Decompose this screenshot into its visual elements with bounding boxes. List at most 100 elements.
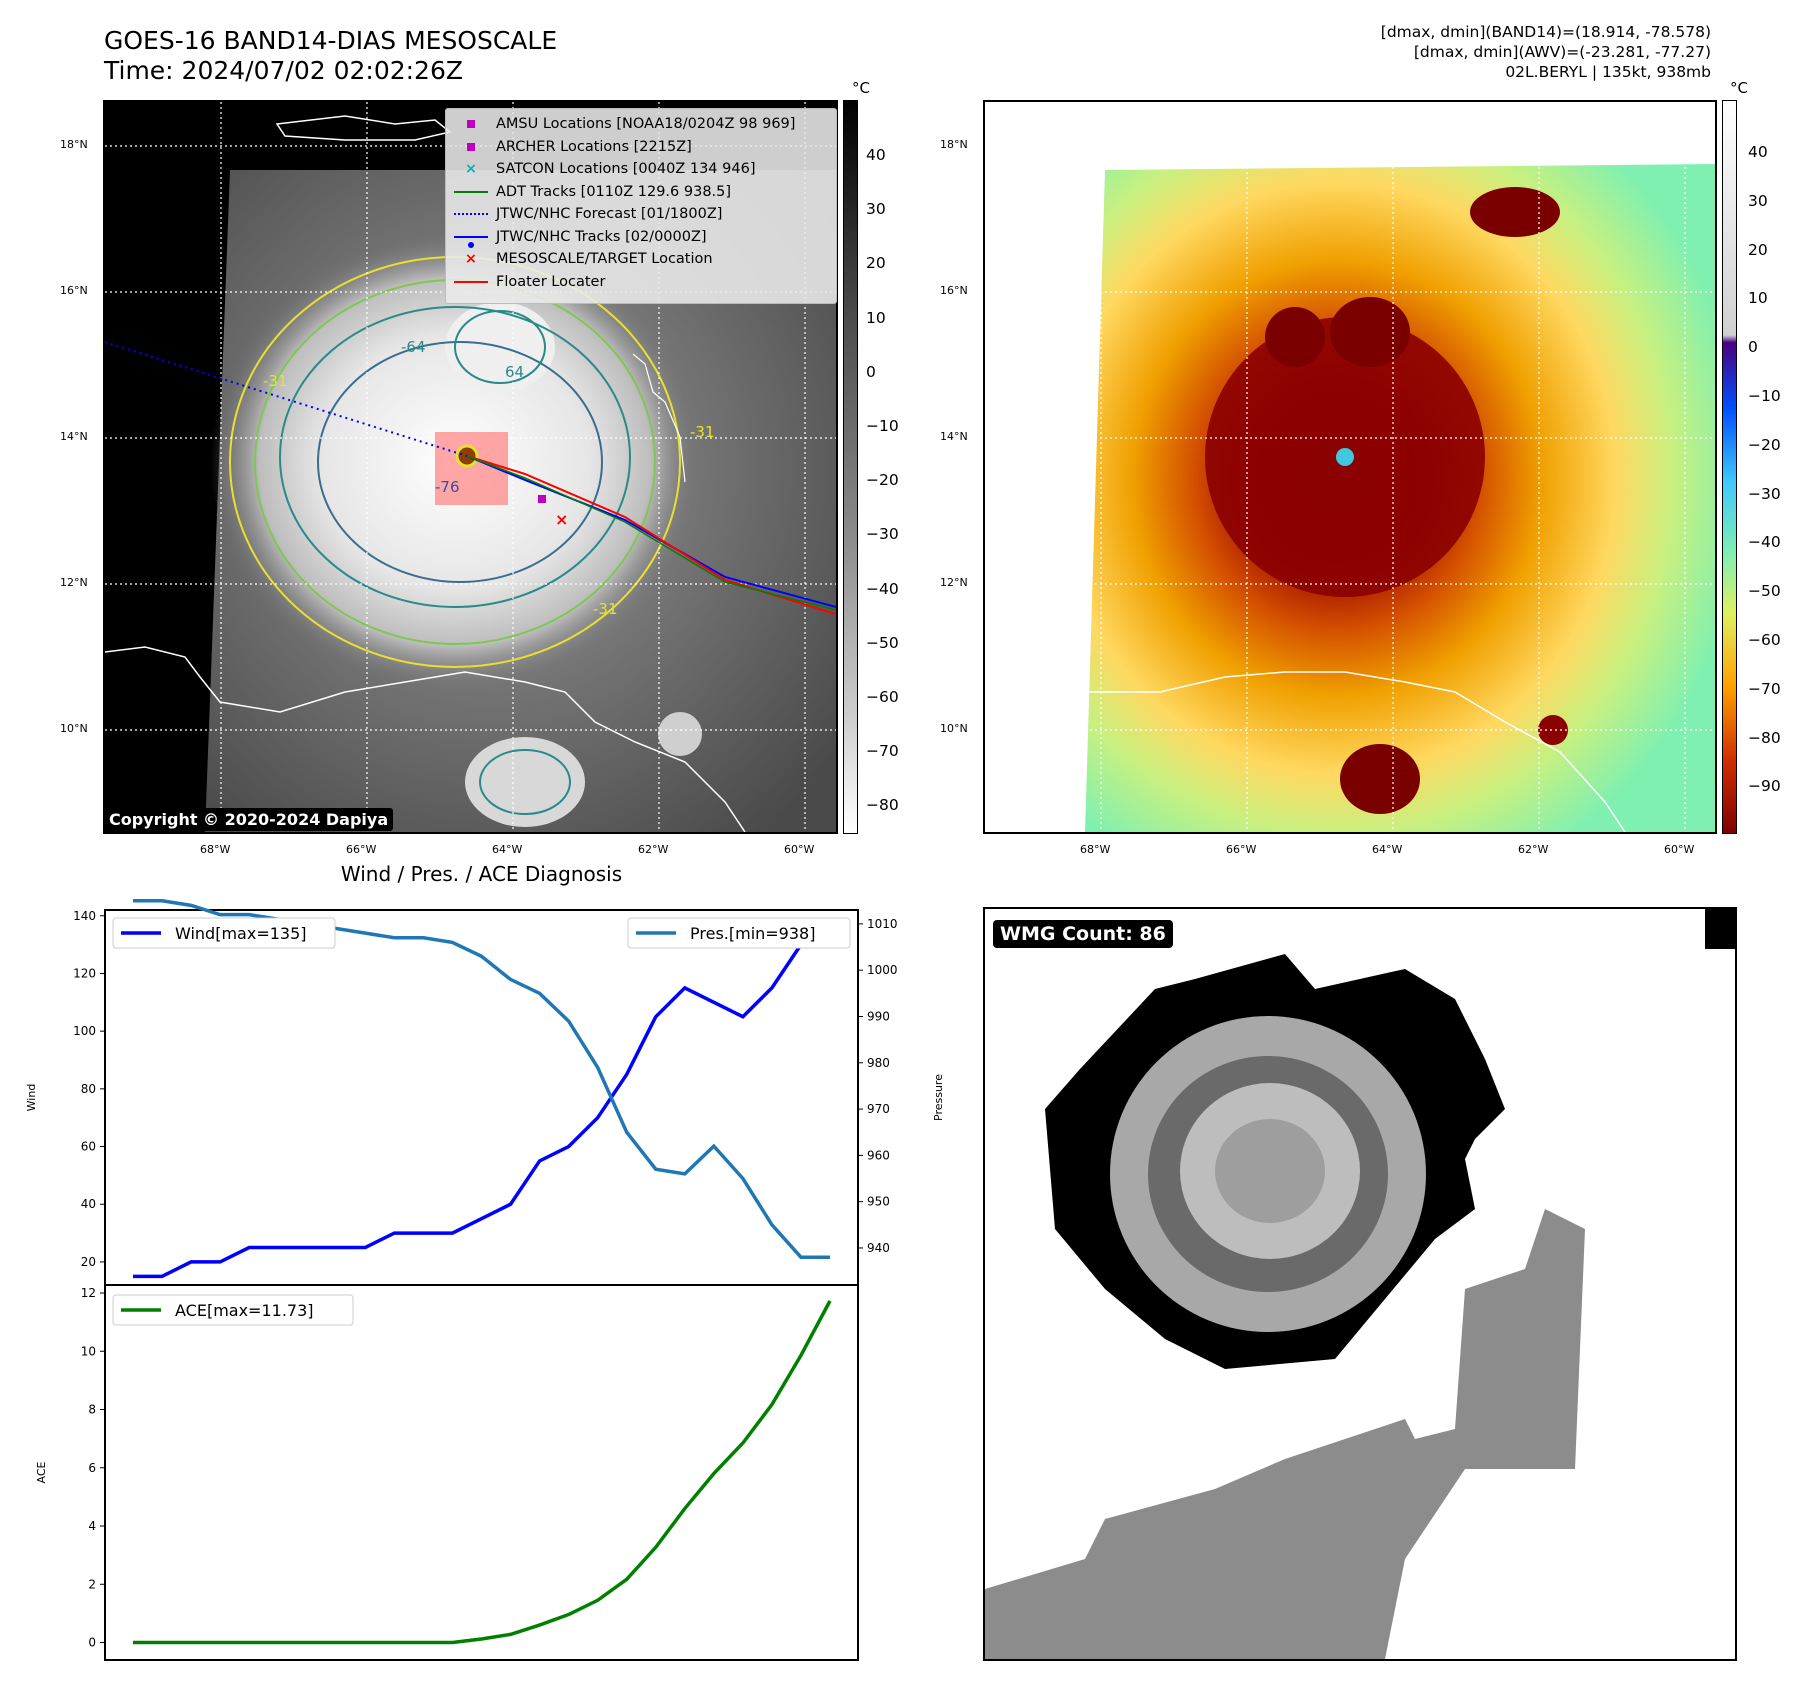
wind-legend-box [112, 917, 336, 949]
colorbar-left-unit: °C [852, 79, 870, 97]
amsu-marker [538, 495, 546, 503]
colorbar-right-tick-label: −30 [1748, 484, 1781, 503]
awv-cell [1538, 715, 1568, 745]
ace-series-line [133, 1300, 832, 1645]
colorbar-left-tick-label: −80 [866, 796, 899, 815]
line-icon [452, 190, 490, 193]
lon-tick: 68°W [1080, 843, 1111, 856]
pressure-tick-label: 950 [867, 1195, 890, 1209]
lat-tick: 18°N [940, 138, 968, 151]
awv-gridlines [985, 102, 1715, 832]
adt-track [466, 455, 836, 611]
wind-tick-label: 60 [81, 1140, 96, 1154]
colorbar-right-tick-label: −90 [1748, 777, 1781, 796]
wmg-land [985, 1209, 1585, 1659]
contour-label-group: -31 -64 -76 -31 64 -31 [263, 338, 715, 618]
colorbar-right-tick-label: 40 [1748, 143, 1768, 161]
contour-label: -64 [401, 338, 426, 356]
lon-tick: 64°W [1372, 843, 1403, 856]
ace-legend-box [112, 1294, 354, 1326]
colorbar-right-unit: °C [1730, 79, 1748, 97]
colorbar-right-tick-label: 0 [1748, 338, 1758, 357]
colorbar-left-tick-label: −40 [866, 579, 899, 598]
ace-tick-label: 0 [88, 1636, 96, 1650]
wind-tick-label: 100 [73, 1024, 96, 1038]
colorbar-left-tick-label: 40 [866, 146, 886, 164]
wind-tick-label: 120 [73, 966, 96, 980]
x-mark-icon: × [464, 251, 478, 268]
line-icon [452, 280, 490, 283]
line-dot-icon [452, 235, 490, 248]
wmg-eye [1215, 1119, 1325, 1223]
colorbar-right [1722, 100, 1737, 834]
colorbar-right-tick-label: −50 [1748, 582, 1781, 601]
contour-label: -76 [435, 478, 460, 496]
chart-root: 2040608010012014094095096097098099010001… [25, 898, 945, 1661]
legend-item-adt: ADT Tracks [0110Z 129.6 938.5] [452, 181, 830, 204]
lon-tick: 68°W [200, 843, 231, 856]
wmg-count-badge: WMG Count: 86 [993, 920, 1173, 948]
legend-label: JTWC/NHC Forecast [01/1800Z] [496, 206, 723, 223]
wind-tick-label: 20 [81, 1255, 96, 1269]
lat-tick: 18°N [60, 138, 88, 151]
legend-item-amsu: AMSU Locations [NOAA18/0204Z 98 969] [452, 113, 830, 136]
lat-tick: 10°N [940, 722, 968, 735]
colorbar-left-tick-label: −60 [866, 688, 899, 706]
contour-blue [317, 341, 603, 583]
storm-info: [dmax, dmin](BAND14)=(18.914, -78.578) [… [1381, 22, 1711, 82]
figure-title: GOES-16 BAND14-DIAS MESOSCALE Time: 2024… [104, 26, 557, 86]
diagnosis-chart: 2040608010012014094095096097098099010001… [25, 898, 945, 1661]
map-legend: AMSU Locations [NOAA18/0204Z 98 969] ARC… [445, 108, 837, 304]
lat-tick: 14°N [940, 430, 968, 443]
pressure-tick-label: 1000 [867, 963, 898, 977]
pressure-legend-label: Pres.[min=938] [690, 924, 815, 943]
pressure-tick-label: 970 [867, 1102, 890, 1116]
ace-tick-label: 8 [88, 1403, 96, 1417]
dotted-line-icon [452, 213, 490, 216]
colorbar-right-tick-label: −60 [1748, 631, 1781, 649]
pressure-axis-label: Pressure [932, 1074, 945, 1121]
wmg-image [985, 909, 1735, 1659]
colorbar-left-tick-label: 30 [866, 200, 886, 219]
pressure-tick-label: 990 [867, 1009, 890, 1023]
lon-tick: 66°W [346, 843, 377, 856]
awv-cell [1470, 187, 1560, 237]
awv-eye [1336, 448, 1354, 466]
wind-axis-label: Wind [25, 1084, 38, 1112]
southern-cell [465, 737, 585, 827]
pressure-tick-label: 960 [867, 1148, 890, 1162]
pressure-series-line [133, 898, 830, 1259]
lon-tick: 60°W [1664, 843, 1695, 856]
legend-label: AMSU Locations [NOAA18/0204Z 98 969] [496, 116, 796, 133]
ace-tick-label: 6 [88, 1461, 96, 1475]
contour-cell [454, 310, 546, 384]
legend-label: Floater Locater [496, 273, 606, 290]
lon-tick: 66°W [1226, 843, 1257, 856]
lat-tick: 14°N [60, 430, 88, 443]
mesoscale-marker: × [555, 510, 568, 529]
contour-label: 64 [505, 363, 524, 381]
colorbar-left [843, 100, 858, 834]
ace-axis-label: ACE [35, 1461, 48, 1483]
square-icon [452, 120, 490, 129]
square-icon [452, 142, 490, 151]
x-mark-icon: × [464, 161, 478, 178]
awv-cell [1340, 744, 1420, 814]
awv-map-image [985, 102, 1715, 832]
legend-item-forecast: JTWC/NHC Forecast [01/1800Z] [452, 203, 830, 226]
wmg-corner [1705, 909, 1735, 949]
wind-tick-label: 80 [81, 1082, 96, 1096]
east-cell [658, 712, 702, 756]
contour-label: -31 [690, 423, 715, 441]
legend-label: SATCON Locations [0040Z 134 946] [496, 161, 756, 178]
contour-label: -31 [593, 600, 618, 618]
awv-cell [1265, 307, 1325, 367]
legend-item-jtwc: JTWC/NHC Tracks [02/0000Z] [452, 226, 830, 249]
lat-tick: 10°N [60, 722, 88, 735]
awv-coastline [1085, 671, 1626, 832]
colorbar-right-tick-label: 20 [1748, 240, 1768, 259]
info-band14: [dmax, dmin](BAND14)=(18.914, -78.578) [1380, 23, 1711, 41]
ace-axes-frame [104, 1284, 859, 1661]
pressure-tick-label: 980 [867, 1056, 890, 1070]
colorbar-left-tick-label: −70 [866, 742, 899, 761]
